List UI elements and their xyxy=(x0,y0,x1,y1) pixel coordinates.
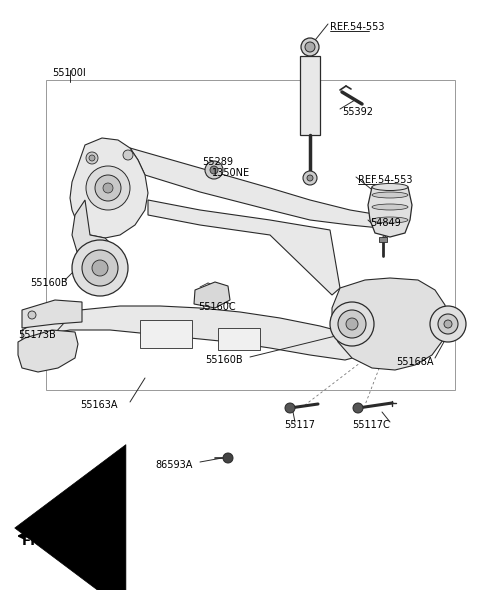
Text: 55392: 55392 xyxy=(342,107,373,117)
Circle shape xyxy=(353,403,363,413)
Circle shape xyxy=(92,260,108,276)
Polygon shape xyxy=(18,330,78,372)
Text: 55163A: 55163A xyxy=(80,400,118,410)
Circle shape xyxy=(82,250,118,286)
Polygon shape xyxy=(300,56,320,135)
Polygon shape xyxy=(368,187,412,237)
Circle shape xyxy=(438,314,458,334)
Polygon shape xyxy=(72,200,118,272)
Circle shape xyxy=(444,320,452,328)
Ellipse shape xyxy=(372,183,408,191)
Circle shape xyxy=(330,302,374,346)
Circle shape xyxy=(86,166,130,210)
Text: 55168A: 55168A xyxy=(396,357,433,367)
Polygon shape xyxy=(130,148,402,230)
Circle shape xyxy=(72,240,128,296)
Text: 55160B: 55160B xyxy=(205,355,242,365)
Text: 1350NE: 1350NE xyxy=(212,168,250,178)
Circle shape xyxy=(430,306,466,342)
Polygon shape xyxy=(148,200,340,295)
Text: 54849: 54849 xyxy=(370,218,401,228)
Text: FR.: FR. xyxy=(22,535,47,548)
Text: 55173B: 55173B xyxy=(18,330,56,340)
Circle shape xyxy=(346,318,358,330)
Ellipse shape xyxy=(372,192,408,198)
Ellipse shape xyxy=(372,217,408,223)
Circle shape xyxy=(103,183,113,193)
Text: 86593A: 86593A xyxy=(155,460,192,470)
Polygon shape xyxy=(379,237,387,242)
Polygon shape xyxy=(332,278,447,370)
Circle shape xyxy=(223,453,233,463)
Circle shape xyxy=(305,42,315,52)
Circle shape xyxy=(86,152,98,164)
Bar xyxy=(140,320,192,348)
Polygon shape xyxy=(22,300,82,328)
Circle shape xyxy=(123,150,133,160)
Circle shape xyxy=(301,38,319,56)
Circle shape xyxy=(89,155,95,161)
Text: 55289: 55289 xyxy=(202,157,233,167)
Circle shape xyxy=(205,161,223,179)
Circle shape xyxy=(303,171,317,185)
Circle shape xyxy=(285,403,295,413)
Text: 55117C: 55117C xyxy=(352,420,390,430)
Circle shape xyxy=(210,166,218,174)
Polygon shape xyxy=(194,282,230,308)
Circle shape xyxy=(307,175,313,181)
Text: 55160C: 55160C xyxy=(198,302,236,312)
Text: REF.54-553: REF.54-553 xyxy=(358,175,412,185)
Ellipse shape xyxy=(372,204,408,210)
Text: 55117: 55117 xyxy=(284,420,315,430)
Circle shape xyxy=(28,311,36,319)
Text: REF.54-553: REF.54-553 xyxy=(330,22,384,32)
Circle shape xyxy=(338,310,366,338)
Text: 55100I: 55100I xyxy=(52,68,86,78)
Polygon shape xyxy=(70,138,148,238)
Circle shape xyxy=(95,175,121,201)
Text: 55160B: 55160B xyxy=(30,278,68,288)
Bar xyxy=(218,328,260,350)
Polygon shape xyxy=(22,306,362,360)
